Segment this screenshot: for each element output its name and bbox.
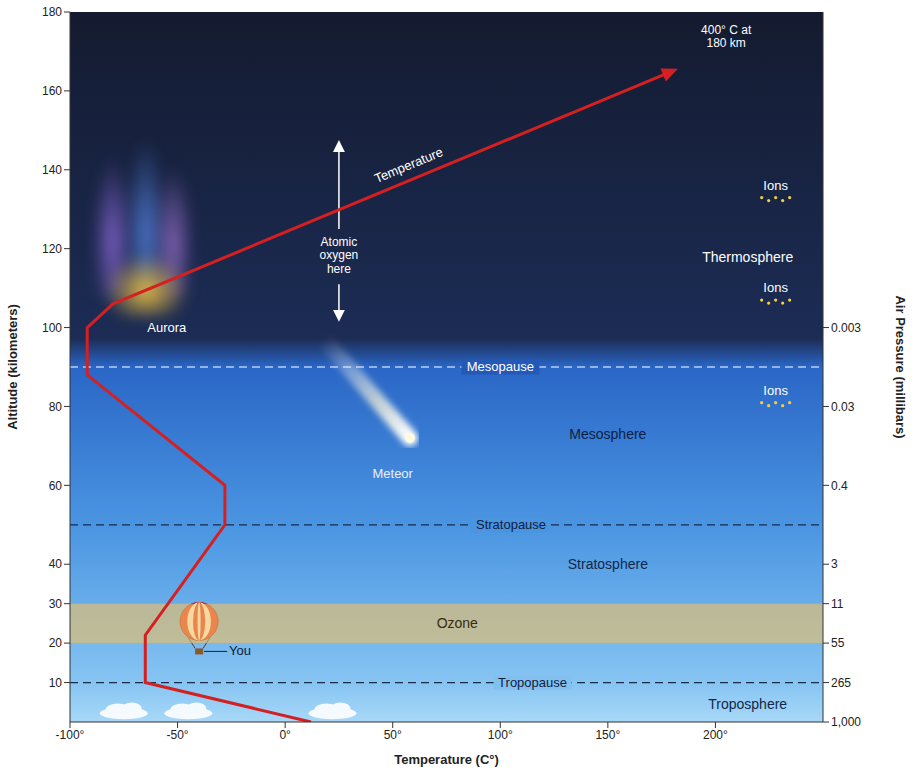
svg-text:20: 20	[49, 636, 63, 650]
svg-text:40: 40	[49, 557, 63, 571]
svg-text:120: 120	[42, 242, 62, 256]
svg-text:10: 10	[49, 676, 63, 690]
html-text:Ions: Ions	[763, 279, 788, 295]
svg-text:Altitude (kilometers): Altitude (kilometers)	[5, 304, 20, 430]
html-text:Troposphere: Troposphere	[708, 696, 788, 713]
svg-text:1,000: 1,000	[831, 715, 861, 729]
html-text:Stratopause: Stratopause	[476, 516, 547, 532]
html-text:Mesosphere: Mesosphere	[569, 426, 647, 442]
html-text:Ions: Ions	[763, 382, 788, 398]
svg-text:200°: 200°	[703, 728, 728, 742]
svg-text:0.4: 0.4	[831, 479, 848, 493]
svg-text:50°: 50°	[384, 728, 402, 742]
html-text:Atomic oxygen here: Atomic oxygen here	[319, 234, 359, 277]
svg-text:60: 60	[49, 479, 63, 493]
svg-text:140: 140	[42, 163, 62, 177]
svg-text:Air Pressure (millibars): Air Pressure (millibars)	[893, 295, 908, 438]
svg-text:-100°: -100°	[56, 728, 85, 742]
svg-text:150°: 150°	[595, 728, 620, 742]
html-text:Thermosphere: Thermosphere	[702, 248, 794, 265]
html-text:Ions: Ions	[763, 177, 788, 193]
html-text:You: You	[229, 642, 251, 658]
html-text:Ozone: Ozone	[436, 615, 478, 632]
svg-text:55: 55	[831, 636, 845, 650]
html-text:Stratosphere: Stratosphere	[567, 556, 648, 573]
svg-text:30: 30	[49, 597, 63, 611]
html-text:Aurora: Aurora	[147, 319, 187, 335]
svg-text:0.03: 0.03	[831, 400, 855, 414]
svg-text:265: 265	[831, 676, 851, 690]
svg-text:0.003: 0.003	[831, 321, 861, 335]
svg-text:100°: 100°	[488, 728, 513, 742]
html-text:Mesopause: Mesopause	[466, 358, 534, 374]
svg-text:160: 160	[42, 84, 62, 98]
html-text:Tropopause: Tropopause	[498, 674, 567, 690]
svg-text:Temperature (C°): Temperature (C°)	[394, 752, 499, 767]
svg-text:3: 3	[831, 557, 838, 571]
svg-text:80: 80	[49, 400, 63, 414]
svg-text:100: 100	[42, 321, 62, 335]
svg-text:-50°: -50°	[166, 728, 188, 742]
html-text:Temperature: Temperature	[371, 143, 445, 186]
svg-text:0°: 0°	[279, 728, 291, 742]
html-text:Meteor: Meteor	[372, 465, 413, 480]
html-text:400° C at 180 km: 400° C at 180 km	[701, 22, 752, 51]
svg-text:11: 11	[831, 597, 844, 611]
svg-text:180: 180	[42, 5, 62, 19]
